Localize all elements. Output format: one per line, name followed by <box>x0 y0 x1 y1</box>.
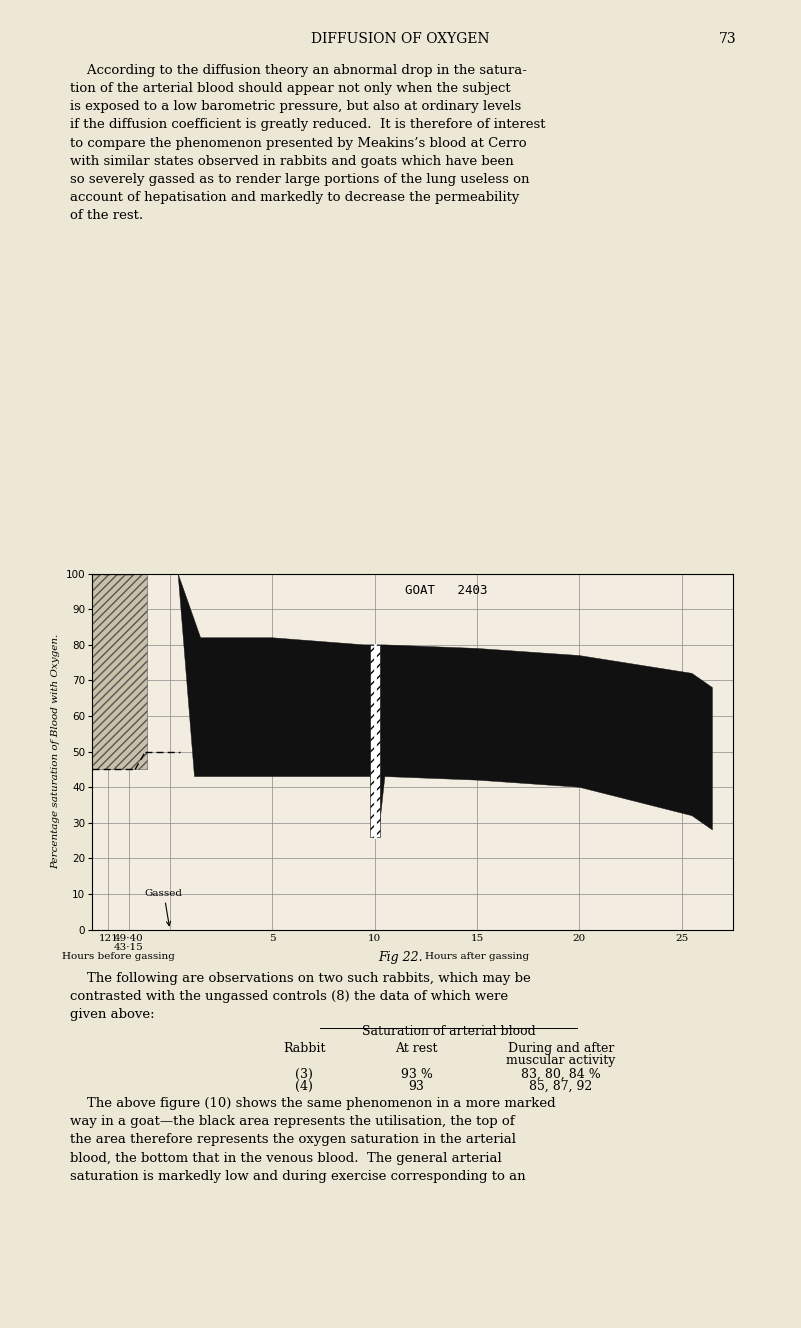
Text: Hours before gassing: Hours before gassing <box>62 952 175 961</box>
Text: 83, 80, 84 %: 83, 80, 84 % <box>521 1068 601 1081</box>
Text: 85, 87, 92: 85, 87, 92 <box>529 1080 592 1093</box>
Text: 93: 93 <box>409 1080 425 1093</box>
Text: Fig 22.: Fig 22. <box>378 951 423 964</box>
Text: During and after: During and after <box>508 1042 614 1056</box>
Text: 15: 15 <box>470 934 484 943</box>
Text: The following are observations on two such rabbits, which may be
contrasted with: The following are observations on two su… <box>70 972 531 1021</box>
Y-axis label: Percentage saturation of Blood with Oxygen.: Percentage saturation of Blood with Oxyg… <box>51 633 60 870</box>
Text: 43·15: 43·15 <box>114 943 144 952</box>
Text: GOAT   2403: GOAT 2403 <box>405 584 488 598</box>
Polygon shape <box>369 645 380 837</box>
Text: 73: 73 <box>719 32 737 46</box>
Text: 20: 20 <box>573 934 586 943</box>
Text: 5: 5 <box>269 934 276 943</box>
Polygon shape <box>92 574 147 769</box>
Text: 93 %: 93 % <box>400 1068 433 1081</box>
Text: Rabbit: Rabbit <box>283 1042 326 1056</box>
Text: According to the diffusion theory an abnormal drop in the satura-
tion of the ar: According to the diffusion theory an abn… <box>70 64 546 222</box>
Text: (3): (3) <box>296 1068 313 1081</box>
Text: The above figure (10) shows the same phenomenon in a more marked
way in a goat—t: The above figure (10) shows the same phe… <box>70 1097 556 1183</box>
Text: Gassed: Gassed <box>145 888 183 926</box>
Text: Saturation of arterial blood: Saturation of arterial blood <box>362 1025 535 1038</box>
Text: DIFFUSION OF OXYGEN: DIFFUSION OF OXYGEN <box>311 32 490 46</box>
Text: At rest: At rest <box>395 1042 438 1056</box>
Text: 121: 121 <box>99 934 119 943</box>
Text: 49·40: 49·40 <box>114 934 144 943</box>
Text: (4): (4) <box>296 1080 313 1093</box>
Text: Hours after gassing: Hours after gassing <box>425 952 529 961</box>
Polygon shape <box>178 574 712 834</box>
Text: 25: 25 <box>675 934 688 943</box>
Text: 10: 10 <box>368 934 381 943</box>
Text: muscular activity: muscular activity <box>506 1054 615 1068</box>
